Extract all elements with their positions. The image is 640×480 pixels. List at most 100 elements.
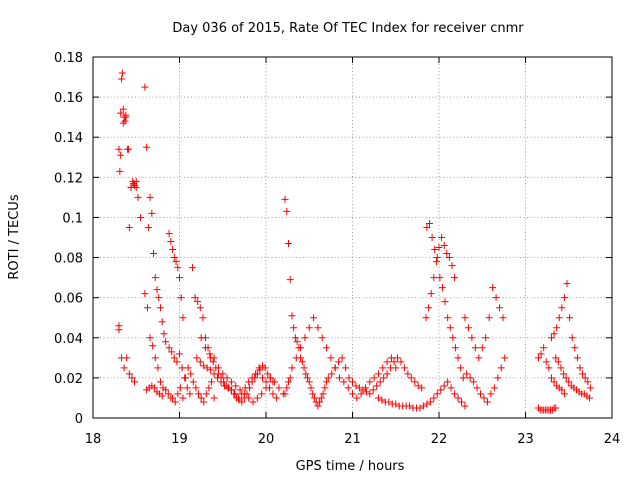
data-point — [451, 390, 459, 398]
data-point — [369, 386, 377, 394]
data-point — [210, 354, 218, 362]
data-point — [305, 324, 313, 332]
data-point — [298, 358, 306, 366]
data-point — [344, 384, 352, 392]
data-point — [557, 364, 565, 372]
data-points — [115, 69, 594, 414]
data-point — [234, 394, 242, 402]
data-point — [170, 354, 178, 362]
data-point — [141, 290, 149, 298]
x-tick-labels: 18 19 20 21 22 23 24 — [85, 432, 621, 447]
data-point — [387, 364, 395, 372]
data-point — [156, 304, 164, 312]
data-point — [223, 374, 231, 382]
data-point — [291, 334, 299, 342]
data-point — [124, 145, 132, 153]
data-point — [461, 314, 469, 322]
data-point — [448, 262, 456, 270]
data-point — [148, 209, 156, 217]
data-point — [430, 274, 438, 282]
grid-lines — [93, 57, 612, 418]
data-point — [309, 390, 317, 398]
data-point — [560, 370, 568, 378]
data-point — [366, 390, 374, 398]
data-point — [176, 274, 183, 282]
data-point — [435, 244, 443, 252]
data-point — [316, 398, 324, 406]
chart-title: Day 036 of 2015, Rate Of TEC Index for r… — [172, 21, 524, 36]
data-point — [370, 374, 378, 382]
data-point — [193, 354, 201, 362]
data-point — [449, 334, 457, 342]
data-point — [292, 354, 300, 362]
y-tick-label: 0 — [75, 412, 83, 427]
data-point — [562, 374, 570, 382]
data-point — [497, 364, 505, 372]
data-point — [357, 390, 365, 398]
data-point — [461, 402, 469, 410]
data-point — [245, 378, 253, 386]
data-point — [499, 314, 507, 322]
y-tick-label: 0.02 — [54, 372, 83, 387]
data-point — [286, 276, 294, 284]
data-point — [231, 390, 239, 398]
data-point — [324, 374, 332, 382]
data-point — [227, 386, 235, 394]
data-point — [169, 246, 177, 254]
data-point — [441, 298, 449, 306]
data-point — [119, 105, 127, 113]
data-point — [205, 384, 213, 392]
data-point — [411, 378, 419, 386]
data-point — [436, 274, 444, 282]
data-point — [485, 314, 493, 322]
data-point — [471, 344, 479, 352]
data-point — [146, 193, 154, 201]
data-point — [283, 384, 291, 392]
data-point — [210, 394, 218, 402]
data-point — [171, 398, 179, 406]
data-point — [552, 354, 560, 362]
data-point — [160, 330, 168, 338]
data-point — [376, 378, 384, 386]
data-point — [466, 374, 474, 382]
data-point — [248, 374, 256, 382]
data-point — [444, 314, 452, 322]
y-tick-label: 0.1 — [62, 211, 83, 226]
data-point — [252, 370, 260, 378]
data-point — [144, 223, 152, 231]
data-point — [115, 145, 123, 153]
data-point — [173, 358, 181, 366]
data-point — [150, 250, 158, 258]
y-tick-labels: 0 0.02 0.04 0.06 0.08 0.1 0.12 0.14 0.16 0.18 — [54, 51, 83, 427]
data-point — [459, 374, 467, 382]
data-point — [418, 384, 426, 392]
data-point — [482, 334, 490, 342]
x-axis-label: GPS time / hours — [296, 459, 405, 474]
data-point — [366, 378, 374, 386]
data-point — [550, 330, 558, 338]
data-point — [470, 378, 478, 386]
y-tick-label: 0.06 — [54, 292, 83, 307]
data-point — [187, 370, 195, 378]
data-point — [463, 370, 471, 378]
data-point — [194, 298, 202, 306]
data-point — [317, 394, 325, 402]
data-point — [209, 358, 217, 366]
data-point — [264, 370, 272, 378]
data-point — [236, 386, 244, 394]
y-tick-label: 0.08 — [54, 252, 83, 267]
data-point — [454, 354, 462, 362]
data-point — [168, 348, 176, 356]
data-point — [150, 384, 158, 392]
data-point — [118, 75, 126, 83]
data-point — [188, 264, 196, 272]
data-point — [310, 314, 318, 322]
data-point — [584, 378, 592, 386]
data-point — [165, 229, 173, 237]
data-point — [176, 384, 184, 392]
data-point — [445, 254, 453, 262]
data-point — [200, 398, 208, 406]
data-point — [571, 344, 579, 352]
data-point — [214, 364, 222, 372]
y-tick-label: 0.12 — [54, 171, 83, 186]
